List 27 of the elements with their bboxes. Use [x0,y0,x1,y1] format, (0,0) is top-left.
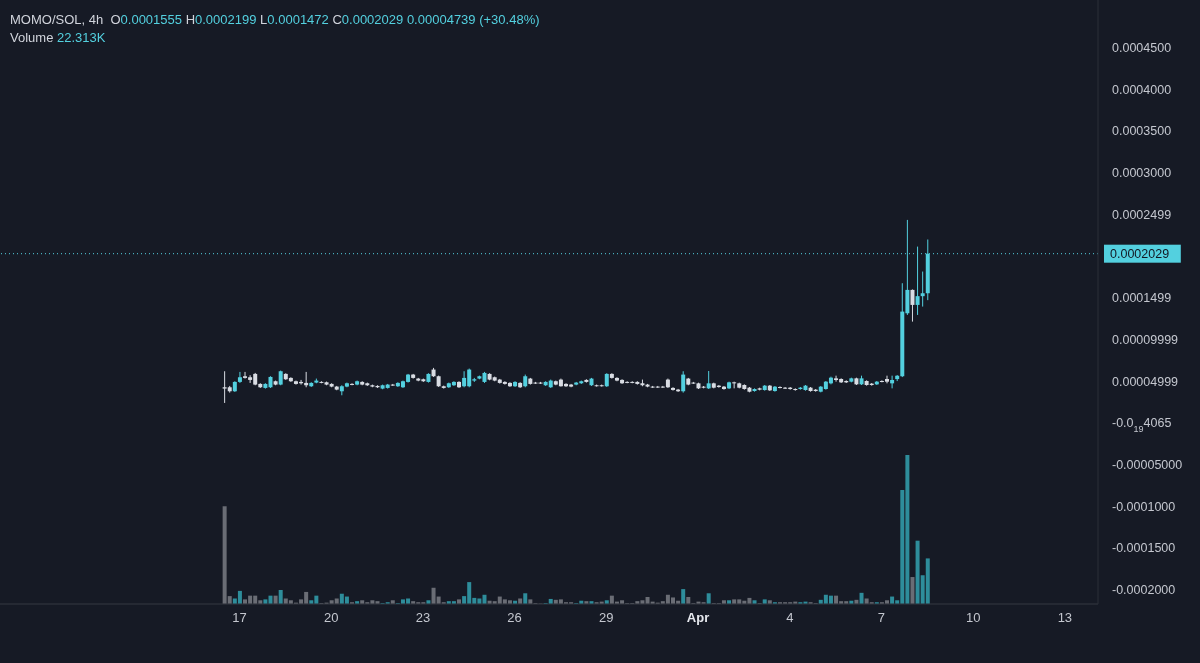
text: MOMO/SOL, 4h [10,12,104,27]
x-tick-label: 26 [507,610,522,625]
y-tick-label: -0.0001500 [1112,541,1176,556]
text: O0.0001555 H0.0002199 L0.0001472 C0.0002029 0.00004739 (+30.48%) [110,12,540,27]
x-tick-label: 17 [232,610,247,625]
ref-line-label: 0.0002029 [1110,247,1170,262]
x-tick-label: 20 [323,610,339,625]
x-tick-label: Apr [686,610,710,625]
y-tick-label: 0.0004000 [1112,82,1172,97]
x-tick-label: 7 [877,610,886,625]
y-tick-label: -0.0002000 [1112,583,1176,598]
y-tick-label: -0.0001000 [1112,499,1176,514]
y-tick-label: 0.0004500 [1112,40,1172,55]
y-tick-label: 0.0003000 [1112,166,1172,181]
y-tick-label: -0.00005000 [1112,458,1183,473]
x-tick-label: 23 [415,610,431,625]
x-tick-label: 4 [786,610,794,625]
y-tick-label: 0.0002499 [1112,207,1172,222]
y-tick-label: -0.0$_{19}$4065 [1112,416,1172,435]
annotation: Volume 22.313K [10,30,106,45]
y-tick-label: 0.0001499 [1112,291,1172,306]
x-tick-label: 29 [599,610,614,625]
y-tick-label: 0.00004999 [1112,374,1179,389]
y-tick-label: 0.0003500 [1112,124,1172,139]
x-tick-label: 13 [1057,610,1073,625]
y-tick-label: 0.00009999 [1112,332,1179,347]
x-tick-label: 10 [965,610,981,625]
